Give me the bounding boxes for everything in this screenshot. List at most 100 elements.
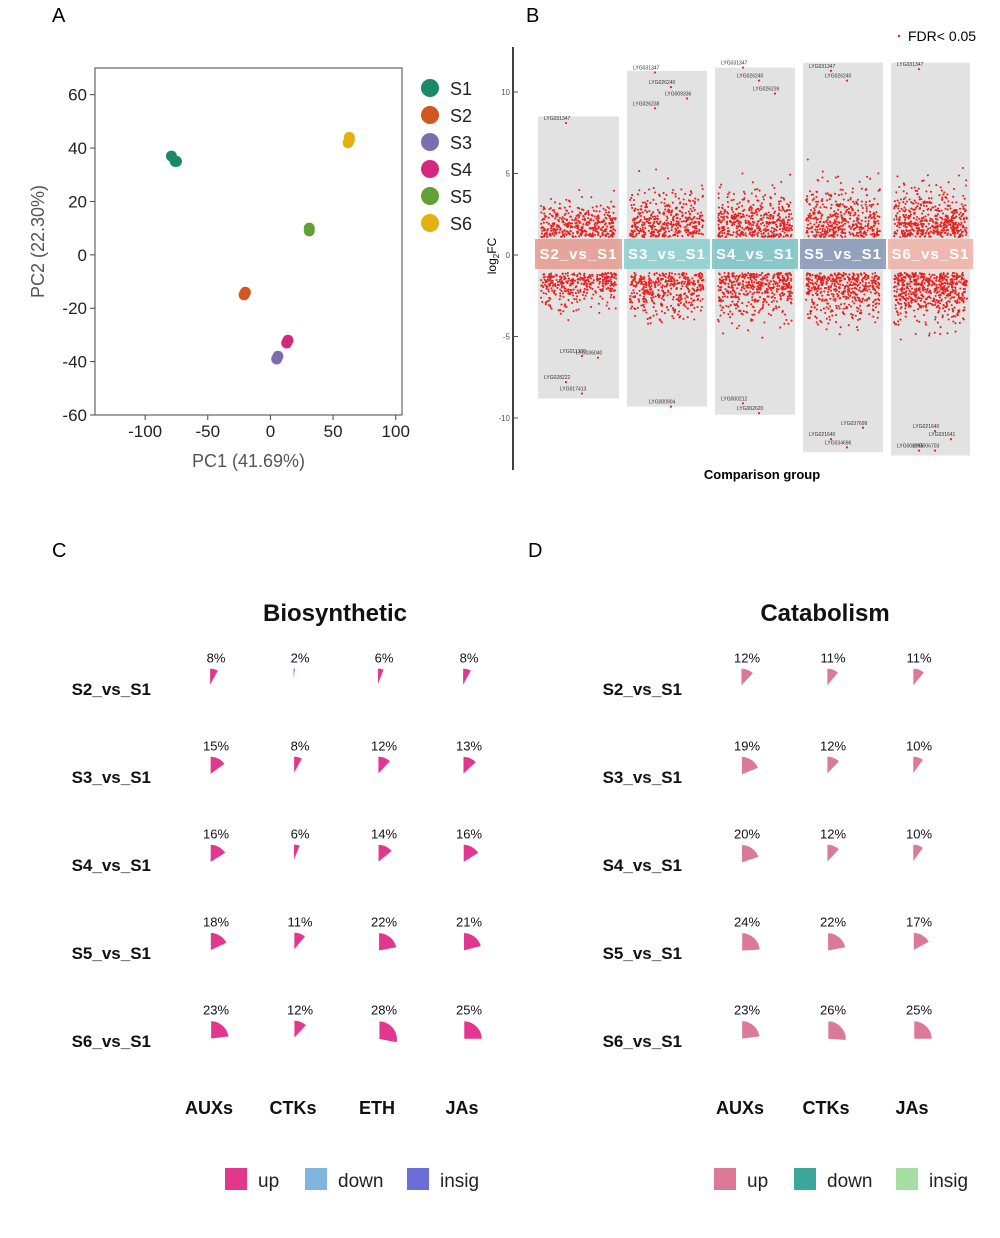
deg-point	[958, 213, 961, 216]
panel-title: Biosynthetic	[263, 600, 407, 627]
deg-point	[877, 189, 880, 192]
deg-point	[732, 221, 735, 224]
deg-point	[756, 188, 759, 191]
deg-point	[920, 198, 923, 201]
deg-point	[758, 274, 761, 277]
deg-point	[605, 234, 608, 237]
deg-point	[856, 220, 859, 223]
deg-point	[643, 191, 646, 195]
deg-point	[647, 274, 650, 277]
deg-point	[961, 294, 964, 297]
deg-point	[551, 232, 554, 235]
y-tick-label: -40	[62, 353, 87, 372]
deg-point	[645, 283, 648, 286]
deg-point	[700, 305, 703, 309]
deg-point	[661, 233, 664, 236]
deg-point	[874, 220, 877, 223]
deg-point	[827, 322, 830, 325]
deg-point	[775, 223, 778, 226]
deg-point	[756, 285, 759, 288]
deg-point	[682, 220, 685, 223]
deg-point	[602, 282, 605, 285]
deg-point	[567, 212, 570, 215]
deg-point	[788, 297, 791, 300]
deg-point	[864, 224, 867, 228]
deg-point	[757, 287, 761, 291]
deg-point	[917, 275, 920, 278]
deg-point	[740, 286, 743, 289]
deg-point	[614, 277, 618, 280]
deg-point	[596, 218, 599, 222]
deg-point	[848, 279, 851, 282]
row-label-s4-vs-s1: S4_vs_S1	[72, 856, 151, 875]
annotated-gene-point	[829, 438, 833, 441]
deg-point	[607, 235, 610, 239]
deg-point	[650, 284, 653, 288]
gene-annotation: LYG006703	[913, 444, 940, 450]
deg-point	[944, 290, 947, 293]
deg-point	[563, 289, 566, 293]
deg-point	[559, 294, 562, 297]
deg-point	[645, 206, 649, 209]
deg-point	[940, 298, 943, 301]
deg-point	[686, 233, 689, 236]
deg-point	[757, 282, 760, 285]
deg-point	[952, 276, 955, 279]
deg-point	[942, 229, 945, 232]
deg-point	[874, 292, 877, 295]
deg-point	[722, 281, 725, 284]
deg-point	[562, 221, 565, 224]
deg-point	[643, 275, 646, 279]
deg-point	[731, 292, 734, 296]
deg-point	[674, 233, 677, 236]
deg-point	[540, 279, 543, 282]
deg-point	[724, 288, 727, 291]
deg-point	[718, 272, 721, 275]
deg-point	[724, 295, 727, 298]
deg-point	[922, 204, 926, 207]
deg-point	[864, 220, 867, 223]
deg-point	[780, 292, 784, 295]
deg-point	[636, 226, 639, 229]
deg-point	[563, 213, 566, 216]
deg-point	[646, 211, 649, 214]
deg-point	[957, 292, 960, 295]
deg-point	[805, 298, 808, 301]
deg-point	[953, 208, 957, 212]
deg-point	[601, 289, 604, 293]
legend-label-down: down	[338, 1171, 383, 1192]
deg-point	[572, 235, 575, 239]
deg-point	[877, 287, 880, 290]
deg-point	[599, 295, 602, 298]
deg-point	[656, 208, 659, 211]
deg-point	[739, 234, 742, 237]
deg-point	[751, 275, 754, 278]
deg-point	[684, 212, 687, 215]
deg-point	[772, 207, 775, 210]
deg-point	[851, 191, 854, 194]
deg-point	[667, 208, 670, 211]
deg-point	[587, 211, 590, 214]
deg-point	[897, 221, 900, 224]
deg-point	[636, 208, 639, 211]
deg-point	[638, 277, 641, 281]
deg-point	[743, 275, 747, 278]
deg-point	[555, 212, 559, 215]
deg-point	[832, 277, 835, 280]
deg-point	[556, 228, 559, 231]
deg-point	[757, 199, 760, 202]
deg-point	[847, 211, 850, 214]
pie-up-percent-label: 10%	[906, 827, 932, 842]
deg-point	[845, 210, 848, 213]
deg-point	[632, 203, 636, 206]
deg-point	[729, 316, 732, 319]
deg-point	[686, 219, 689, 222]
x-axis-label: Comparison group	[704, 467, 820, 482]
deg-point	[867, 219, 870, 223]
deg-point	[742, 285, 745, 288]
deg-point	[677, 224, 680, 227]
deg-point	[929, 230, 932, 233]
deg-point	[913, 315, 916, 318]
deg-point	[597, 216, 600, 219]
